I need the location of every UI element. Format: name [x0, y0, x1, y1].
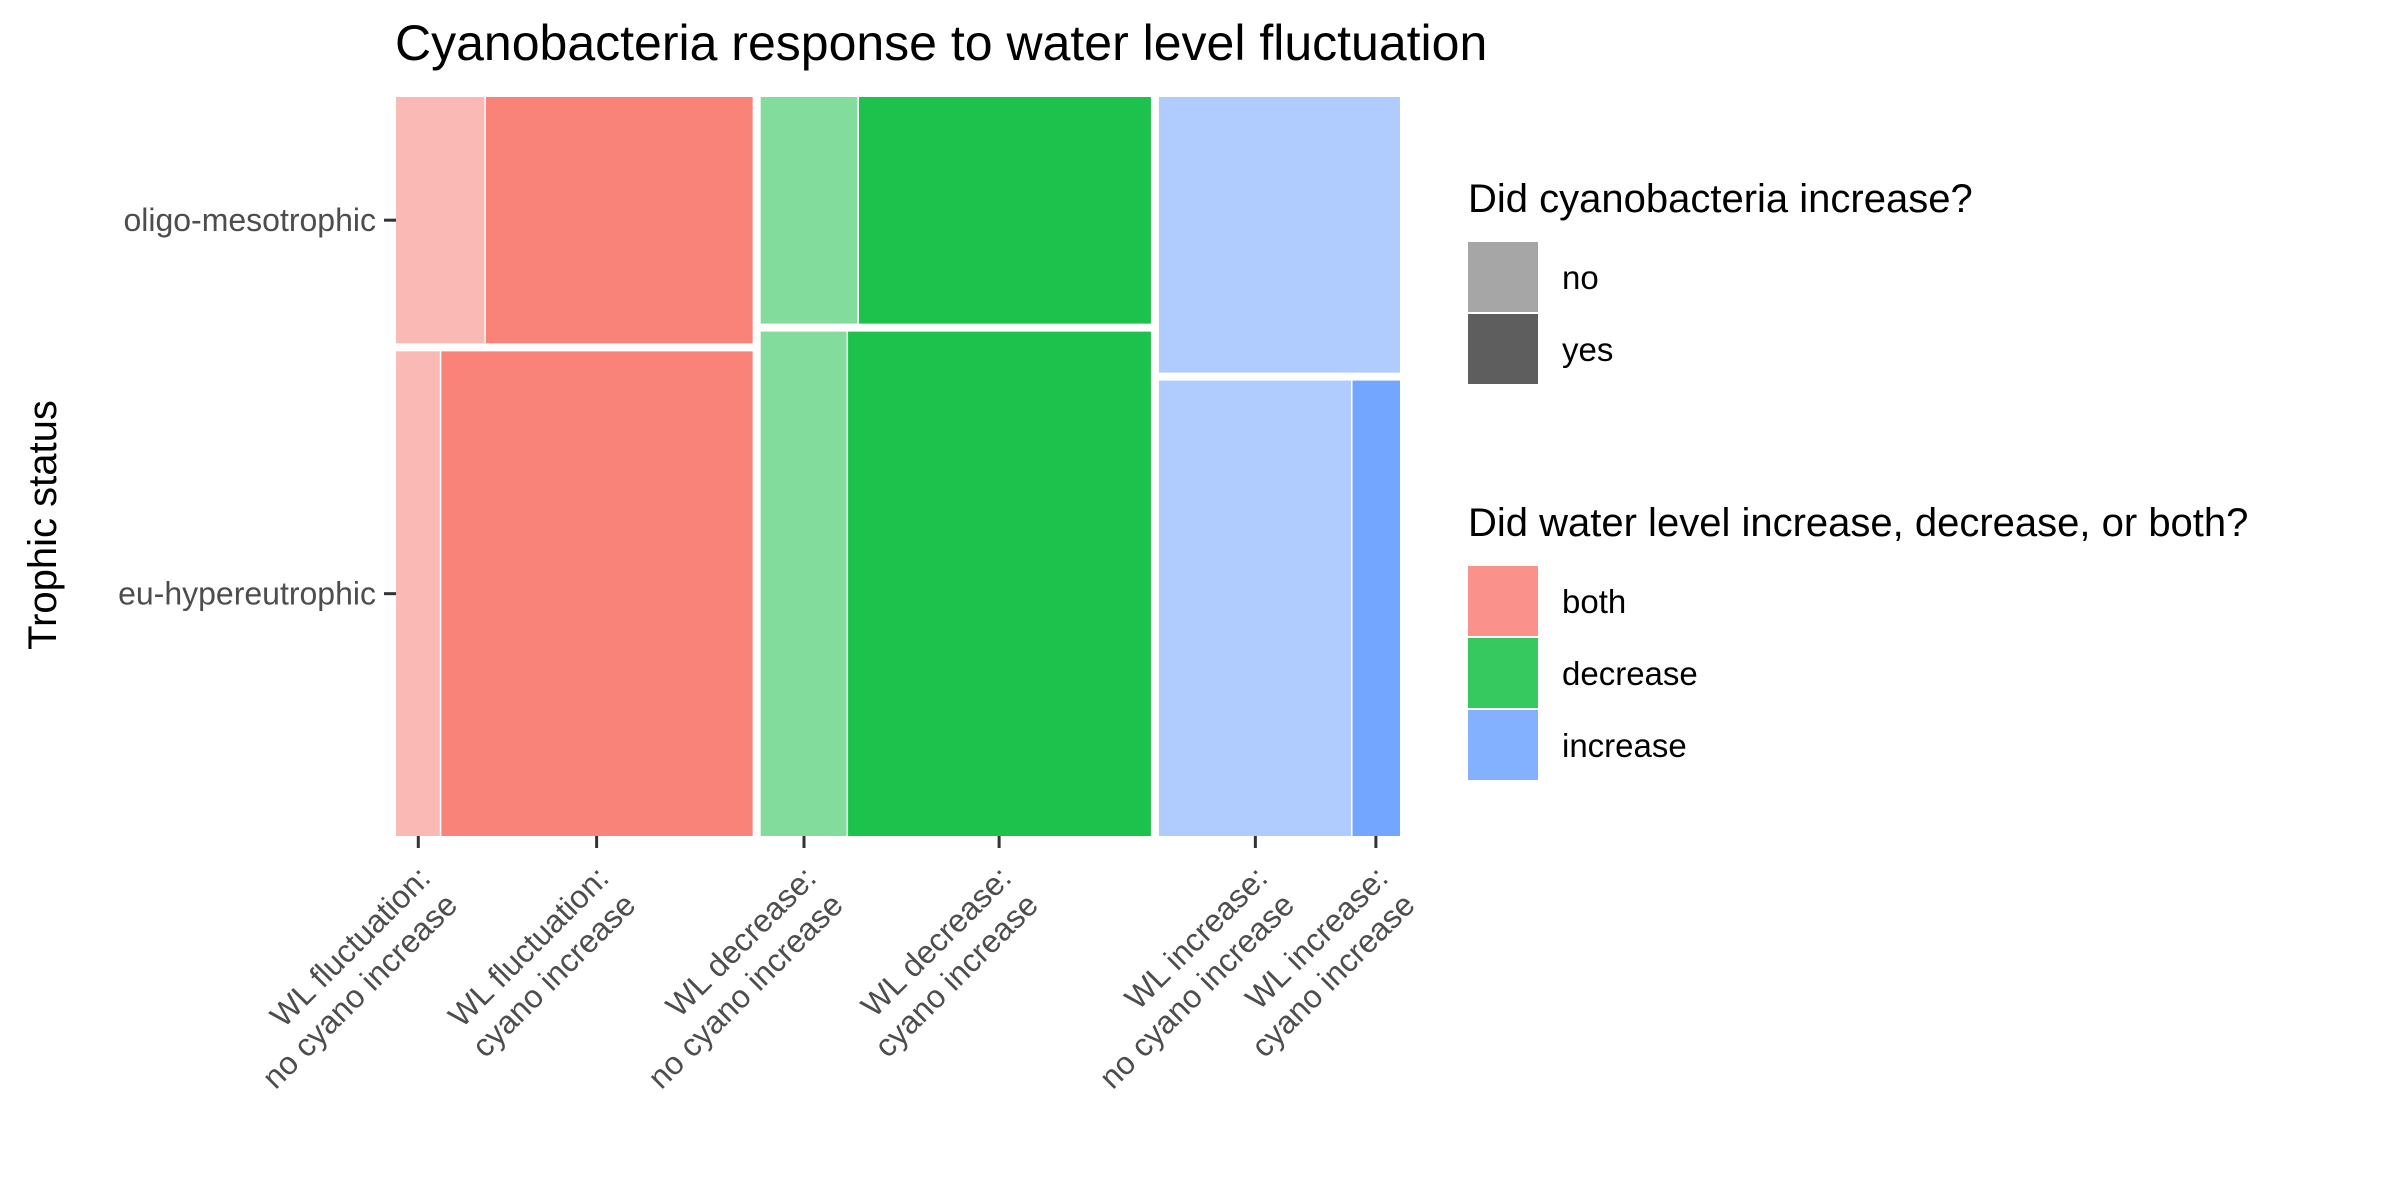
legend-key-no — [1468, 242, 1538, 312]
mosaic-tiles — [396, 97, 1400, 836]
legend-key-decrease — [1468, 638, 1538, 708]
tile-both-oligo-mesotrophic-no — [396, 97, 486, 344]
legend-key-both — [1468, 566, 1538, 636]
tile-both-eu-hypereutrophic-no — [396, 351, 441, 836]
chart-title: Cyanobacteria response to water level fl… — [395, 15, 1487, 71]
legends: Did cyanobacteria increase? no yes Did wate… — [1468, 177, 2248, 780]
tile-decrease-eu-hypereutrophic-no — [760, 331, 848, 836]
y-axis-title: Trophic status — [21, 400, 65, 650]
legend-label: increase — [1562, 727, 1687, 764]
legend-title: Did water level increase, decrease, or b… — [1468, 501, 2248, 545]
tile-decrease-oligo-mesotrophic-yes — [858, 97, 1151, 324]
tile-decrease-eu-hypereutrophic-yes — [847, 331, 1151, 836]
tile-increase-eu-hypereutrophic-no — [1158, 380, 1352, 836]
x-tick-label: WL decrease:cyano increase — [840, 859, 1045, 1064]
tile-both-eu-hypereutrophic-yes — [440, 351, 753, 836]
y-tick-label: oligo-mesotrophic — [123, 202, 376, 238]
tile-decrease-oligo-mesotrophic-no — [760, 97, 859, 324]
legend-label: yes — [1562, 331, 1613, 368]
x-tick-label: WL fluctuation:no cyano increase — [228, 859, 464, 1095]
tile-both-oligo-mesotrophic-yes — [485, 97, 753, 344]
legend-label: decrease — [1562, 655, 1698, 692]
legend-title: Did cyanobacteria increase? — [1468, 177, 1973, 221]
legend-label: no — [1562, 259, 1599, 296]
legend-key-increase — [1468, 710, 1538, 780]
tile-increase-eu-hypereutrophic-yes — [1351, 380, 1400, 836]
x-tick-label: WL decrease:no cyano increase — [614, 859, 850, 1095]
legend-key-yes — [1468, 314, 1538, 384]
y-axis: oligo-mesotrophic eu-hypereutrophic — [118, 202, 396, 612]
legend-label: both — [1562, 583, 1626, 620]
x-tick-label: WL fluctuation:cyano increase — [438, 859, 643, 1064]
tile-increase-oligo-mesotrophic-no — [1158, 97, 1400, 373]
y-tick-label: eu-hypereutrophic — [118, 576, 376, 612]
